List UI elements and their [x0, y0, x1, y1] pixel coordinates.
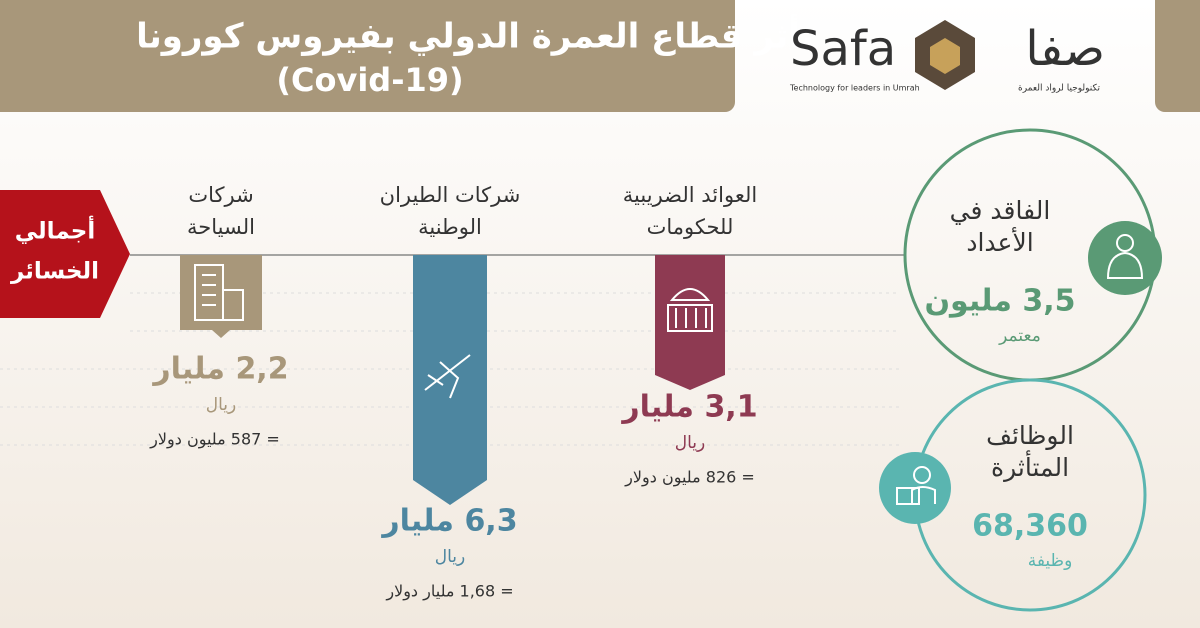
pilgrim-figure	[1106, 234, 1144, 279]
plane-icon	[424, 354, 471, 399]
stat-title: الفاقد في	[950, 196, 1051, 225]
text-layer: شركات السياحة 2,2 مليار ريال = 587 مليون دول…	[149, 183, 1088, 602]
sector-currency: ريال	[435, 547, 465, 567]
airline-bar	[413, 255, 487, 505]
title: تأثر قطاع العمرة الدولي بفيروس كورونا	[136, 14, 814, 57]
stat-value: 3,5 مليون	[924, 284, 1075, 319]
logo-latin: Safa	[790, 21, 896, 77]
header-band	[0, 0, 735, 112]
sector-currency: ريال	[675, 433, 705, 453]
logo-arabic: صفا	[1025, 21, 1105, 77]
header-corner	[1155, 0, 1200, 112]
stat-title: الأعداد	[966, 226, 1033, 257]
total-arrow	[0, 190, 130, 318]
logo-tagline-ar: تكنولوجيا لرواد العمرة	[1018, 84, 1101, 94]
sector-title: للحكومات	[647, 215, 734, 239]
sector-title: العوائد الضريبية	[623, 183, 757, 207]
stat-title: الوظائف	[986, 421, 1074, 450]
sector-usd: = 587 مليون دولار	[149, 430, 280, 450]
total-label: أجمالي	[15, 215, 95, 245]
total-label: الخسائر	[10, 259, 99, 285]
capitol-icon	[667, 288, 713, 332]
sector-amount: 6,3 مليار	[380, 504, 517, 539]
sector-title: السياحة	[187, 215, 255, 239]
sector-amount: 3,1 مليار	[620, 390, 757, 425]
stat-title: المتأثرة	[991, 449, 1069, 482]
sector-currency: ريال	[206, 395, 236, 415]
sector-title: الوطنية	[418, 215, 482, 239]
tourism-bar	[180, 255, 262, 338]
stat-unit: معتمر	[998, 326, 1041, 346]
subtitle: (Covid-19)	[276, 61, 463, 99]
sector-usd: = 1,68 مليار دولار	[385, 582, 513, 602]
worker-figure	[896, 466, 936, 505]
tax-bar	[655, 255, 725, 390]
sector-usd: = 826 مليون دولار	[624, 468, 755, 488]
sector-amount: 2,2 مليار	[151, 352, 288, 387]
stat-unit: وظيفة	[1028, 551, 1073, 571]
logo-tagline-en: Technology for leaders in Umrah	[789, 84, 920, 93]
pilgrim-icon	[1088, 221, 1162, 295]
sector-title: شركات الطيران	[380, 183, 521, 207]
building-icon	[194, 264, 244, 321]
stat-value: 68,360	[972, 509, 1088, 544]
sector-title: شركات	[188, 183, 253, 207]
logo-mark	[915, 20, 975, 90]
